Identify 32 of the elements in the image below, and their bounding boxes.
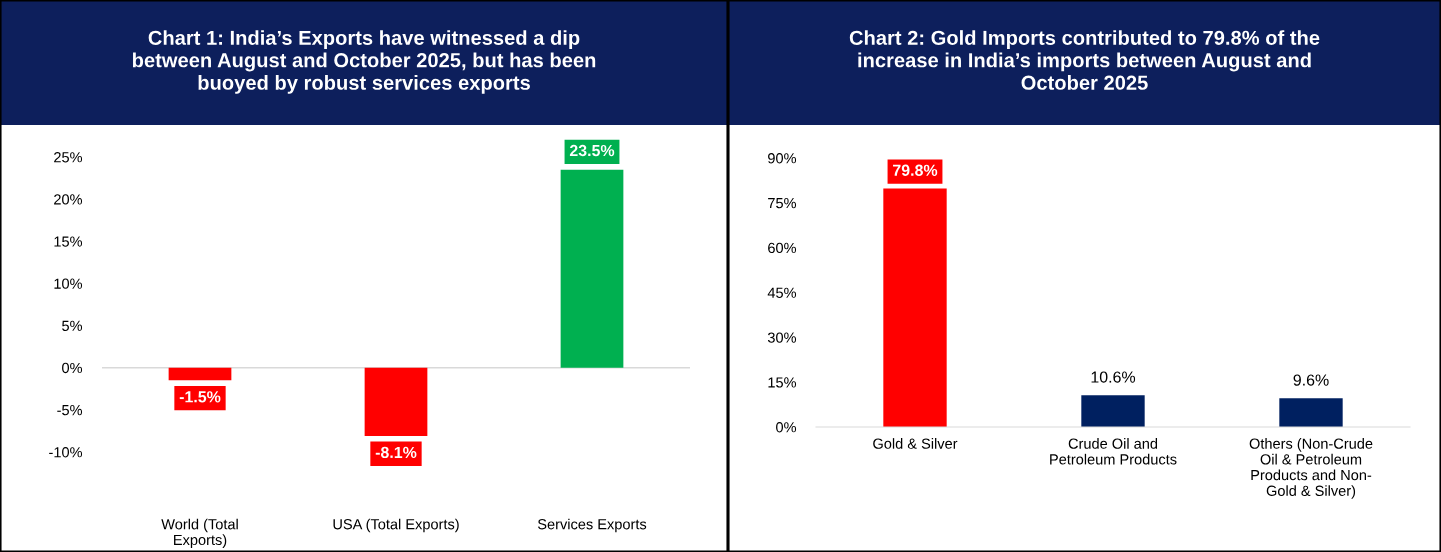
x-tick-label: USA (Total Exports) xyxy=(333,518,459,533)
data-label: 10.6% xyxy=(1091,371,1136,383)
y-tick-label: 60% xyxy=(768,242,797,254)
y-tick-label: 20% xyxy=(54,194,83,205)
x-tick-label: Others (Non-Crude Oil & Petroleum Products and Non- Gold & Silver) xyxy=(1249,438,1373,499)
bar xyxy=(883,188,947,427)
data-label: -8.1% xyxy=(375,446,417,459)
data-label: 79.8% xyxy=(893,164,938,176)
bar xyxy=(1081,395,1145,427)
x-tick-label: Services Exports xyxy=(537,518,647,533)
bar xyxy=(1279,398,1343,427)
y-tick-label: 15% xyxy=(768,377,797,388)
y-tick-label: 75% xyxy=(768,198,797,209)
chart-title: Chart 2: Gold Imports contributed to 79.8% of the increase in India’s imports between August and October 2025 xyxy=(849,30,1320,90)
data-label: -1.5% xyxy=(179,391,221,403)
x-tick-label: Gold & Silver xyxy=(873,438,958,449)
y-tick-label: 5% xyxy=(62,320,83,331)
x-tick-label: World (Total Exports) xyxy=(161,518,238,548)
y-tick-label: -5% xyxy=(57,405,83,416)
y-tick-label: 25% xyxy=(54,152,83,163)
y-tick-label: 45% xyxy=(767,287,797,298)
y-tick-label: 90% xyxy=(768,153,797,164)
y-tick-label: -10% xyxy=(49,447,83,458)
y-tick-label: 0% xyxy=(776,422,797,433)
data-label: 9.6% xyxy=(1293,374,1329,386)
y-tick-label: 0% xyxy=(62,362,83,374)
x-tick-label: Crude Oil and Petroleum Products xyxy=(1050,438,1177,465)
y-tick-label: 30% xyxy=(767,332,797,343)
y-tick-label: 15% xyxy=(54,236,83,247)
chart-title: Chart 1: India’s Exports have witnessed a dip between August and October 2025, but has been buoyed by robust services exports xyxy=(132,30,596,94)
y-tick-label: 10% xyxy=(54,278,83,289)
data-label: 23.5% xyxy=(569,144,615,157)
